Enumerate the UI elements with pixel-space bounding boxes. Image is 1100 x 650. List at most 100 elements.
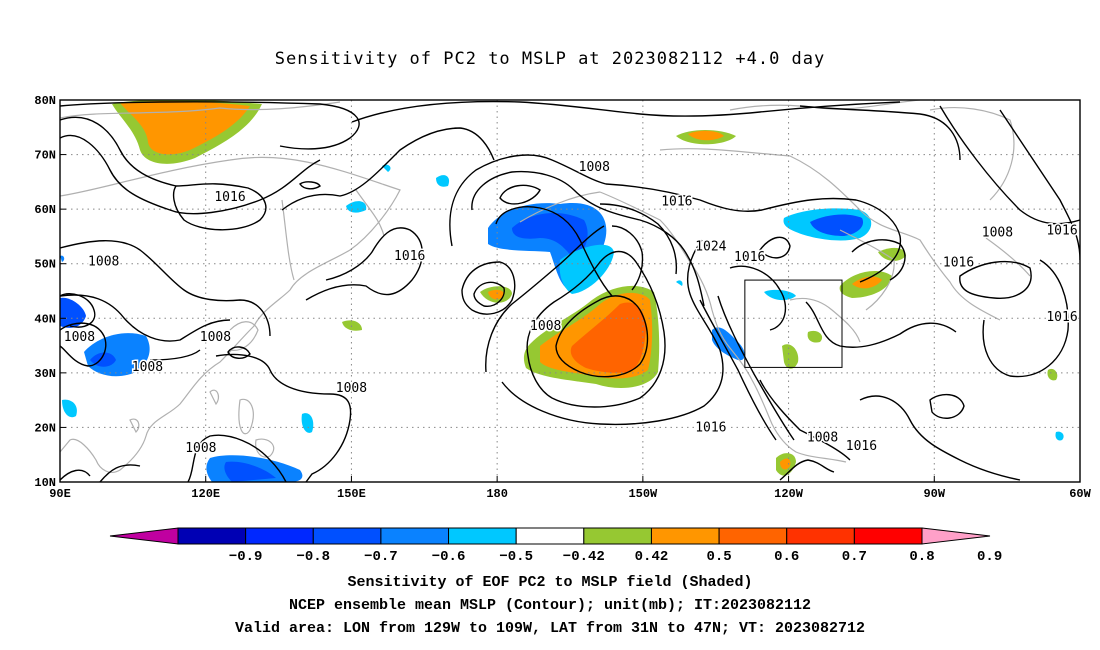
shade-region <box>688 130 724 141</box>
lat-tick-label: 40N <box>34 312 56 326</box>
shade-region <box>852 276 882 289</box>
shade-region <box>559 244 614 294</box>
mslp-contour-line <box>939 105 1080 225</box>
colorbar-swatch <box>650 527 720 545</box>
contour-label: 1016 <box>846 439 877 454</box>
colorbar-tick-label: 0.9 <box>977 549 1002 565</box>
contour-label: 1024 <box>695 239 726 254</box>
mslp-contour-line <box>172 183 267 231</box>
mslp-contour-line <box>599 203 678 275</box>
contour-label: 1008 <box>530 319 561 334</box>
mslp-contour-line <box>485 225 605 373</box>
mslp-contour-line <box>799 105 961 161</box>
colorbar-swatch <box>718 527 788 545</box>
caption-valid-area: Valid area: LON from 129W to 109W, LAT f… <box>234 620 866 637</box>
shade-region <box>1055 431 1064 441</box>
mslp-contours <box>60 100 1080 482</box>
mslp-contour-line <box>729 265 787 331</box>
mslp-contour-line <box>99 464 141 482</box>
shade-region <box>301 413 314 433</box>
contour-label: 1008 <box>64 330 95 345</box>
mslp-contour-line <box>779 459 835 481</box>
shade-region <box>346 383 353 392</box>
contour-label: 1008 <box>807 430 838 445</box>
mslp-contour-line <box>60 294 231 342</box>
mslp-contour-line <box>982 259 1069 378</box>
mslp-contour-line <box>351 100 901 123</box>
contour-label: 1016 <box>695 420 726 435</box>
colorbar-tick-label: 0.6 <box>774 549 799 565</box>
contour-label: 1016 <box>943 256 974 271</box>
contour-labels: 1008 1016 1016 1024 1016 1016 1016 1008 1016 1016… <box>62 159 1079 458</box>
shade-region <box>60 297 86 328</box>
mslp-contour-line <box>851 239 906 281</box>
mslp-contour-line <box>495 206 613 297</box>
colorbar-swatch <box>583 527 652 545</box>
colorbar-swatch <box>515 527 585 545</box>
mslp-contour-line <box>60 240 271 337</box>
contour-label: 1008 <box>336 381 367 396</box>
colorbar-tick-label: 0.5 <box>706 549 731 565</box>
mslp-contour-line <box>60 292 96 328</box>
shade-region <box>782 344 799 369</box>
shade-region <box>780 458 791 470</box>
mslp-contour-line <box>473 281 505 307</box>
map-title: Sensitivity of PC2 to MSLP at 2023082112… <box>274 49 826 69</box>
colorbar-tick-label: 0.8 <box>909 549 934 565</box>
mslp-contour-line <box>149 349 201 361</box>
lon-tick-label: 120E <box>191 487 220 501</box>
shade-region <box>570 302 646 373</box>
lon-tick-label: 90E <box>49 487 71 501</box>
colorbar-swatch <box>380 527 450 545</box>
lon-tick-label: 150E <box>337 487 366 501</box>
caption-shaded: Sensitivity of EOF PC2 to MSLP field (Sh… <box>347 574 753 591</box>
colorbar-tick-label: −0.5 <box>499 549 533 565</box>
mslp-contour-line <box>805 301 957 348</box>
lon-tick-label: 150W <box>628 487 658 501</box>
contour-label: 1008 <box>88 255 119 270</box>
mslp-contour-line <box>959 260 1032 299</box>
contour-label: 1008 <box>982 226 1013 241</box>
lon-tick-label: 60W <box>1069 487 1091 501</box>
shade-region <box>810 214 864 236</box>
mslp-contour-line <box>215 353 352 482</box>
contour-label: 1008 <box>200 330 231 345</box>
mslp-contour-line <box>526 250 666 408</box>
shade-region <box>712 327 745 361</box>
mslp-contour-line <box>929 393 965 419</box>
lat-tick-label: 70N <box>34 149 56 163</box>
lon-tick-label: 180 <box>486 487 508 501</box>
shade-region <box>488 289 505 300</box>
mslp-contour-line <box>281 127 495 211</box>
lat-tick-label: 10N <box>34 476 56 490</box>
mslp-contour-line <box>471 170 705 307</box>
mslp-contour-line <box>60 116 177 187</box>
contour-label: 1016 <box>394 249 425 264</box>
colorbar-swatch <box>177 527 247 545</box>
mslp-contour-line <box>555 295 649 378</box>
verification-box <box>744 279 843 368</box>
mslp-contour-line <box>759 236 791 259</box>
colorbar-tick-label: −0.8 <box>296 549 330 565</box>
shade-region <box>676 280 683 286</box>
lon-tick-label: 90W <box>923 487 945 501</box>
contour-label: 1008 <box>185 441 216 456</box>
shade-region <box>807 330 823 343</box>
colorbar-swatch <box>853 527 923 545</box>
colorbar-high-arrow <box>921 527 991 545</box>
lon-tick-label: 120W <box>774 487 804 501</box>
contour-label: 1008 <box>579 160 610 175</box>
colorbar-swatch <box>312 527 382 545</box>
lat-tick-label: 80N <box>34 94 56 108</box>
shade-region <box>346 201 367 213</box>
mslp-contour-line <box>999 109 1080 261</box>
colorbar-tick-label: −0.42 <box>563 549 605 565</box>
mslp-contour-line <box>60 135 321 215</box>
mslp-contour-line <box>449 154 902 283</box>
mslp-contour-line <box>299 181 321 190</box>
shade-region <box>436 175 450 187</box>
mslp-contour-line <box>717 295 795 441</box>
shade-region <box>764 289 796 301</box>
